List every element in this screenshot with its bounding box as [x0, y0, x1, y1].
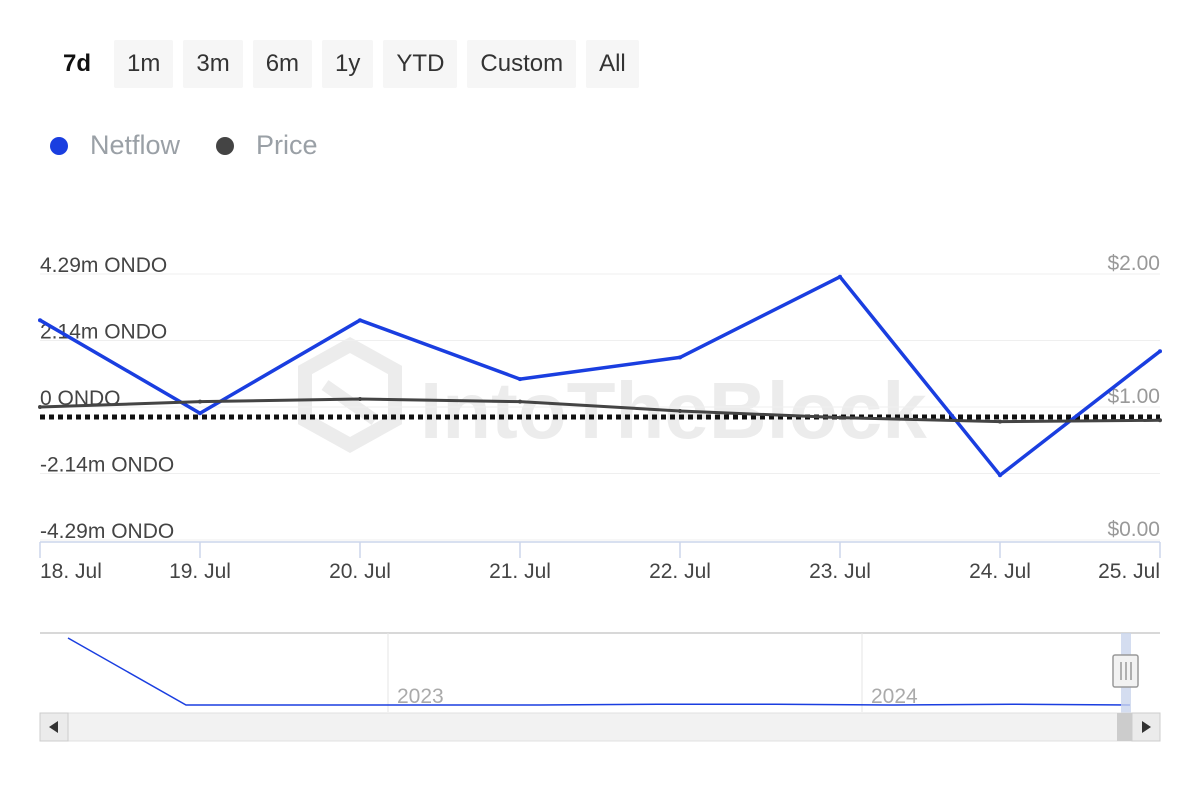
scroll-left-arrow-icon[interactable]: [49, 721, 58, 733]
legend-label-price: Price: [256, 130, 318, 160]
point-netflow: [1158, 349, 1162, 354]
point-netflow: [358, 318, 362, 323]
point-netflow: [518, 377, 522, 382]
scrollbar-right-button[interactable]: [1131, 712, 1161, 742]
point-price: [38, 405, 42, 409]
series-line-netflow: [39, 275, 1162, 477]
range-selector: 7d 1m 3m 6m 1y YTD Custom All: [50, 40, 639, 88]
y-left-tick-label: -4.29m ONDO: [40, 520, 174, 543]
x-tick-label: 22. Jul: [649, 560, 711, 583]
scrollbar[interactable]: [39, 712, 1161, 742]
point-price: [198, 399, 202, 404]
range-button-3m[interactable]: 3m: [183, 40, 243, 88]
legend-item-price[interactable]: Price: [216, 130, 318, 161]
navigator-label-2023: 2023: [397, 685, 444, 708]
y-left-tick-label: 4.29m ONDO: [40, 254, 167, 277]
scrollbar-thumb[interactable]: [1117, 713, 1132, 741]
range-button-7d[interactable]: 7d: [50, 40, 105, 88]
x-tick-label: 18. Jul: [40, 560, 102, 583]
y-left-tick-label: -2.14m ONDO: [40, 454, 174, 477]
legend-label-netflow: Netflow: [90, 130, 181, 160]
x-tick-label: 25. Jul: [1098, 560, 1160, 583]
point-netflow: [998, 473, 1002, 478]
point-netflow: [678, 355, 682, 360]
y-right-tick-label: $2.00: [1107, 252, 1160, 275]
x-axis: 18. Jul 19. Jul 20. Jul 21. Jul 22. Jul 23. J…: [39, 541, 1161, 583]
point-price: [518, 399, 522, 404]
navigator-series-line: [67, 637, 1131, 706]
point-netflow: [198, 411, 202, 416]
series-line-price: [39, 397, 1161, 424]
range-button-custom[interactable]: Custom: [467, 40, 577, 88]
watermark-logo-icon: [298, 336, 402, 454]
netflow-dot-icon: [50, 136, 68, 155]
scrollbar-track[interactable]: [39, 712, 1161, 742]
x-tick-label: 23. Jul: [809, 560, 871, 583]
navigator[interactable]: 2023 2024: [40, 632, 1160, 713]
point-netflow: [38, 318, 42, 323]
price-dot-icon: [216, 136, 235, 155]
legend-item-netflow[interactable]: Netflow: [50, 130, 180, 161]
range-button-6m[interactable]: 6m: [252, 40, 313, 88]
range-button-1m[interactable]: 1m: [114, 40, 174, 88]
point-price: [998, 419, 1002, 424]
range-button-all[interactable]: All: [586, 40, 639, 88]
point-price: [1158, 418, 1162, 423]
x-tick-label: 21. Jul: [489, 560, 551, 583]
navigator-label-2024: 2024: [871, 685, 918, 708]
point-netflow: [838, 274, 842, 279]
navigator-handle-icon[interactable]: [1112, 654, 1139, 688]
range-button-ytd[interactable]: YTD: [383, 40, 458, 88]
y-axis-right: $2.00 $1.00 $0.00: [1107, 252, 1160, 541]
series-layer: [38, 274, 1162, 478]
point-price: [358, 397, 362, 402]
y-right-tick-label: $1.00: [1107, 385, 1160, 408]
range-button-1y[interactable]: 1y: [322, 40, 374, 88]
chart-legend: Netflow Price: [50, 130, 354, 161]
x-tick-label: 20. Jul: [329, 560, 391, 583]
y-right-tick-label: $0.00: [1107, 518, 1160, 541]
x-tick-label: 19. Jul: [169, 560, 231, 583]
x-tick-label: 24. Jul: [969, 560, 1031, 583]
scroll-right-arrow-icon[interactable]: [1142, 721, 1151, 733]
point-price: [678, 408, 682, 413]
point-price: [838, 415, 842, 420]
